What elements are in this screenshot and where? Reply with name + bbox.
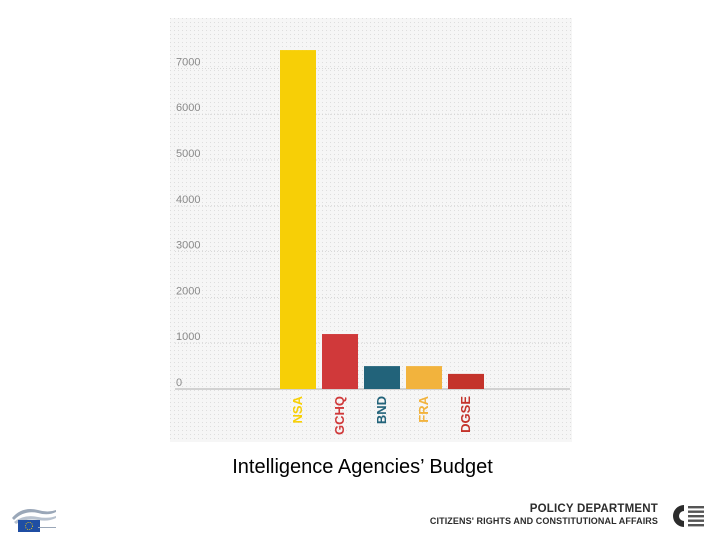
bar-dgse [448,373,484,389]
x-tick-label-dgse: DGSE [458,396,473,433]
bar-nsa [280,50,316,390]
y-tick-label: 5000 [176,148,200,160]
bar-fra [406,366,442,389]
european-parliament-logo [12,509,56,532]
x-tick-label-nsa: NSA [290,395,305,423]
x-tick-label-bnd: BND [374,396,389,424]
y-tick-label: 7000 [176,56,200,68]
policy-department-label: POLICY DEPARTMENT CITIZENS' RIGHTS AND C… [430,503,658,527]
y-tick-label: 0 [176,377,182,389]
chart-caption: Intelligence Agencies’ Budget [232,456,493,478]
bar-chart: 0 1000 2000 3000 4000 5000 6000 7000 NSA GCHQ BND… [170,18,572,442]
x-tick-label-fra: FRA [416,395,431,422]
policy-department-c-logo [673,505,704,527]
y-tick-label: 2000 [176,285,200,297]
x-tick-label-gchq: GCHQ [332,396,347,435]
bar-bnd [364,366,400,389]
department-subtitle: CITIZENS' RIGHTS AND CONSTITUTIONAL AFFA… [429,516,658,527]
y-tick-label: 4000 [176,194,200,206]
bar-gchq [322,334,358,389]
department-title: POLICY DEPARTMENT [529,503,658,515]
y-tick-label: 3000 [176,240,200,252]
y-tick-label: 6000 [176,102,200,114]
y-tick-label: 1000 [176,331,200,343]
